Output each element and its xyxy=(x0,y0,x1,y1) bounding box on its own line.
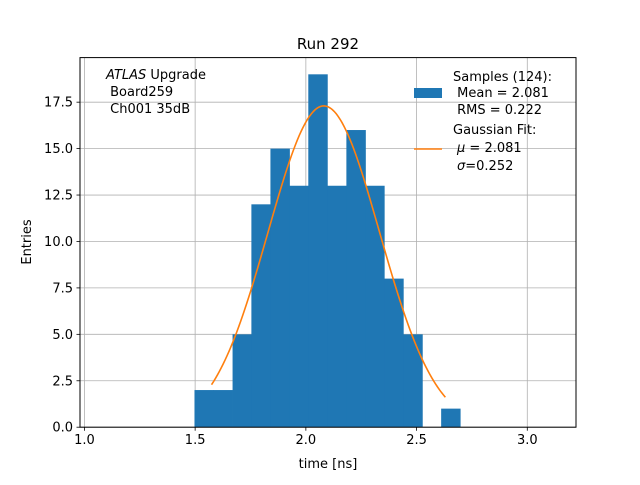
y-axis-label: Entries xyxy=(20,219,35,265)
histogram-bar xyxy=(346,130,366,428)
legend-samples-swatch xyxy=(414,88,442,98)
legend-samples-rms: RMS = 0.222 xyxy=(453,103,542,118)
legend-samples-mean: Mean = 2.081 xyxy=(453,86,549,101)
x-axis-label: time [ns] xyxy=(299,457,358,472)
legend-sigma-value: =0.252 xyxy=(465,159,513,174)
x-tick-label: 1.5 xyxy=(185,433,206,448)
annotation-upgrade: Upgrade xyxy=(146,68,206,83)
histogram-bar xyxy=(327,185,347,428)
y-tick-label: 7.5 xyxy=(52,281,73,296)
legend-fit-mu: μ = 2.081 xyxy=(456,141,522,156)
annotation-line-3: Ch001 35dB xyxy=(106,102,190,117)
annotation-line-2: Board259 xyxy=(106,85,173,100)
histogram-bar xyxy=(232,334,252,428)
histogram-bar xyxy=(270,148,290,428)
plot-frame xyxy=(79,57,577,428)
histogram-bars xyxy=(194,74,461,428)
gaussian-fit-layer xyxy=(210,105,446,398)
x-tick-label: 1.0 xyxy=(74,433,95,448)
y-tick-label: 10.0 xyxy=(44,235,73,250)
y-tick-label: 2.5 xyxy=(52,374,73,389)
annotation-atlas: ATLAS xyxy=(105,68,146,83)
chart-title: Run 292 xyxy=(297,35,359,53)
histogram-bar xyxy=(213,390,233,428)
histogram-bar xyxy=(365,185,385,428)
y-tick-label: 15.0 xyxy=(44,142,73,157)
y-tick-label: 12.5 xyxy=(44,189,73,204)
gaussian-fit-curve xyxy=(210,105,446,398)
x-tick-label: 2.0 xyxy=(296,433,317,448)
x-tick-label: 3.0 xyxy=(517,433,538,448)
histogram-bar xyxy=(441,408,461,428)
y-tick-label: 5.0 xyxy=(52,328,73,343)
legend-fit-sigma: σ=0.252 xyxy=(457,159,513,174)
x-tick-label: 2.5 xyxy=(406,433,427,448)
legend-samples-title: Samples (124): xyxy=(453,70,552,85)
legend-sigma-symbol: σ xyxy=(457,159,466,174)
histogram-bar xyxy=(308,74,328,428)
annotation-box: ATLAS Upgrade Board259 Ch001 35dB xyxy=(105,68,206,117)
legend-mu-value: = 2.081 xyxy=(465,141,521,156)
legend-fit-title: Gaussian Fit: xyxy=(453,123,536,138)
histogram-bar xyxy=(194,390,214,428)
y-tick-label: 17.5 xyxy=(44,96,73,111)
histogram-bar xyxy=(289,185,309,428)
legend-mu-symbol: μ xyxy=(456,141,465,156)
histogram-bar xyxy=(251,204,271,428)
annotation-line-1: ATLAS Upgrade xyxy=(105,68,206,83)
legend: Samples (124): Mean = 2.081 RMS = 0.222 … xyxy=(414,70,552,174)
axis-ticks: 1.0 1.5 2.0 2.5 3.0 0.0 2.5 5.0 7.5 10.0 12.5 15.0 1… xyxy=(44,96,538,449)
y-tick-label: 0.0 xyxy=(52,421,73,436)
histogram-bar xyxy=(403,334,423,428)
histogram-bar xyxy=(384,278,404,428)
